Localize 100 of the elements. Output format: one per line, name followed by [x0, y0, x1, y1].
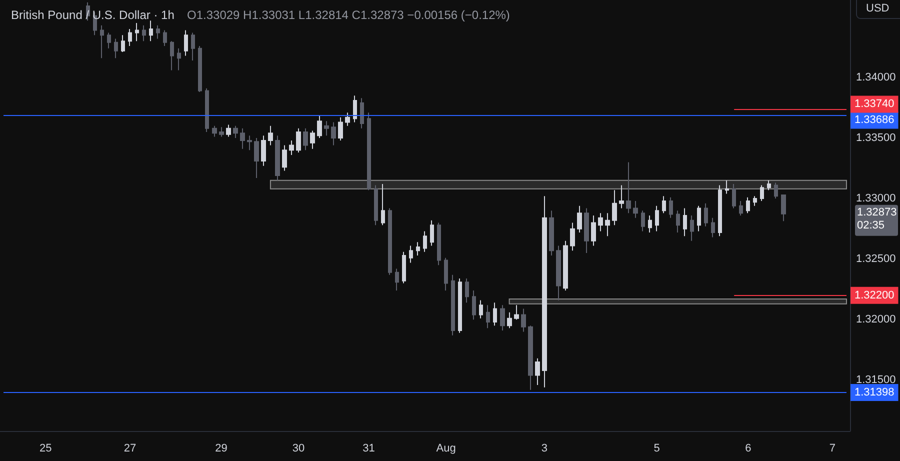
candlestick [135, 22, 139, 42]
candlestick [331, 122, 336, 146]
candlestick [746, 196, 750, 214]
candlestick [240, 128, 245, 150]
candlestick [317, 114, 322, 139]
candlestick [409, 245, 413, 264]
text: 02:35 [857, 219, 885, 232]
candlestick [718, 184, 722, 237]
candlestick [338, 116, 343, 141]
candlestick [114, 38, 118, 59]
candlestick [676, 210, 680, 233]
candlestick [612, 190, 617, 226]
candlestick [760, 184, 764, 202]
candlestick [662, 196, 666, 214]
y-tick-label: 1.32000 [856, 314, 896, 326]
candlestick [626, 162, 631, 214]
candlestick [563, 240, 568, 292]
candlestick [669, 196, 673, 218]
x-tick-label: 27 [124, 442, 136, 454]
candlestick [732, 184, 736, 209]
candlestick [451, 274, 455, 336]
ref-line-label: 1.32200 [854, 289, 894, 302]
candlestick [282, 144, 287, 172]
x-tick-label: 3 [541, 442, 548, 454]
candlestick [374, 184, 378, 226]
candlestick [226, 124, 231, 138]
candlestick [584, 208, 589, 254]
candlestick [697, 205, 701, 232]
candlestick [198, 46, 202, 93]
candlestick [149, 20, 153, 42]
y-tick-label: 1.33500 [856, 132, 896, 144]
candlestick [170, 40, 174, 71]
candlestick [367, 112, 371, 191]
candlestick [142, 24, 146, 42]
candlestick [303, 128, 308, 151]
candlestick [360, 98, 364, 129]
text: USD [866, 2, 890, 14]
candlestick [591, 215, 596, 246]
candlestick [725, 180, 729, 194]
candlestick [577, 205, 582, 233]
candlestick [310, 130, 315, 150]
candlestick [128, 28, 132, 47]
x-tick-label: 30 [292, 442, 305, 454]
candlestick [542, 196, 547, 388]
candlestick [402, 251, 406, 284]
x-tick-label: Aug [436, 442, 456, 454]
candlestick [479, 300, 483, 319]
candlestick [711, 217, 715, 238]
candlestick [423, 230, 427, 252]
candlestick [324, 120, 329, 136]
candlestick [233, 125, 238, 139]
candlestick [345, 112, 350, 126]
candlestick [296, 128, 301, 154]
candlestick [570, 222, 575, 252]
candlestick [107, 32, 111, 49]
candlestick [205, 88, 209, 132]
candlestick [416, 242, 420, 256]
y-tick-label: 1.32500 [856, 253, 896, 266]
candlestick [430, 220, 434, 246]
candlestick [648, 215, 652, 233]
candlestick [633, 200, 638, 218]
candlestick [704, 202, 708, 227]
text: O1.33029 H1.33031 L1.32814 C1.32873 −0.00156 (−0.12%) [187, 8, 510, 22]
candlestick [683, 208, 687, 237]
candlestick [535, 358, 540, 386]
x-tick-label: 29 [215, 442, 228, 454]
text: 1.32873 [857, 206, 897, 218]
candlestick [598, 212, 603, 232]
candlestick [493, 302, 497, 326]
candlestick [247, 135, 252, 151]
candlestick [353, 95, 357, 123]
candlestick [528, 325, 533, 390]
candlestick [753, 196, 757, 206]
candlestick [100, 24, 104, 59]
y-tick-label: 1.31500 [856, 374, 896, 386]
candlestick [275, 135, 280, 181]
candlestick [212, 125, 217, 138]
candlestick [514, 304, 519, 320]
x-tick-label: 25 [40, 442, 52, 454]
candlestick [437, 222, 441, 266]
candlestick [388, 208, 392, 276]
y-tick-label: 1.34000 [856, 71, 896, 84]
ref-line-label: 1.31398 [854, 386, 894, 398]
candlestick [549, 210, 554, 256]
candlestick [191, 32, 195, 62]
candlestick [444, 257, 448, 292]
candlestick [458, 278, 462, 334]
candlestick [619, 184, 624, 209]
candlestick [690, 215, 694, 242]
x-tick-label: 31 [362, 442, 375, 454]
candlestick [641, 210, 645, 232]
candlestick [655, 205, 659, 232]
candlestick [121, 34, 125, 53]
candlestick [767, 180, 771, 191]
candlestick [381, 184, 385, 226]
candlestick [605, 212, 610, 237]
candlestick [500, 304, 505, 332]
y-tick-label: 1.33000 [856, 192, 896, 205]
candlestick [268, 125, 273, 146]
candlestick [774, 182, 778, 200]
